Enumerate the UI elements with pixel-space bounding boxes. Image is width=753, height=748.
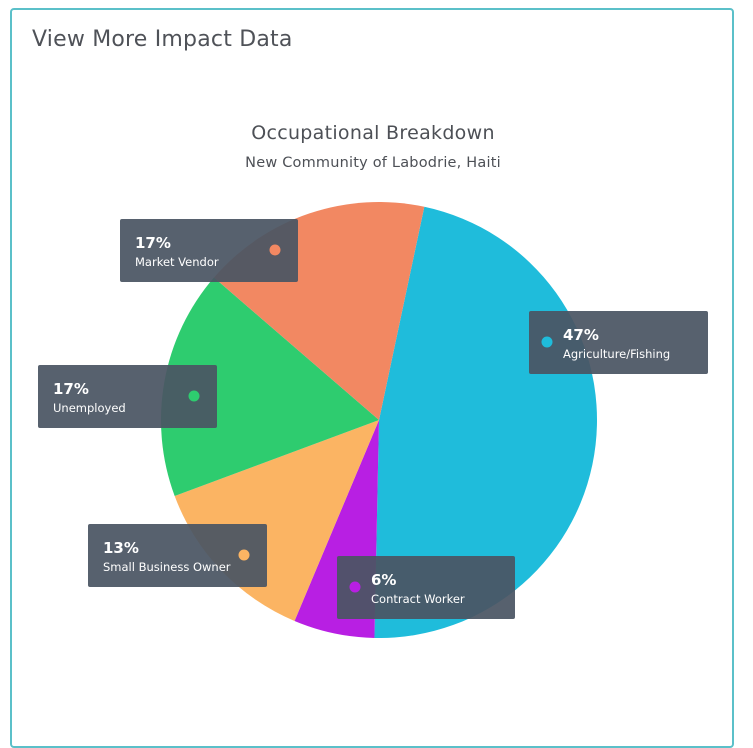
callout-box xyxy=(38,365,217,428)
slice-percent: 13% xyxy=(103,539,139,557)
callout-agriculture-fishing[interactable]: 47% Agriculture/Fishing xyxy=(529,311,708,374)
legend-dot-icon xyxy=(269,244,281,256)
slice-name: Agriculture/Fishing xyxy=(563,347,670,361)
slice-name: Small Business Owner xyxy=(103,560,231,574)
callout-box xyxy=(337,556,515,619)
chart-subtitle: New Community of Labodrie, Haiti xyxy=(245,155,501,171)
legend-dot-icon xyxy=(541,336,553,348)
chart-title: Occupational Breakdown xyxy=(251,122,495,144)
slice-name: Market Vendor xyxy=(135,255,219,269)
callout-contract-worker[interactable]: 6% Contract Worker xyxy=(337,556,515,619)
occupational-pie-chart: Occupational Breakdown New Community of … xyxy=(38,122,708,638)
callout-small-business-owner[interactable]: 13% Small Business Owner xyxy=(88,524,267,587)
slice-percent: 17% xyxy=(53,380,89,398)
slice-percent: 6% xyxy=(371,571,396,589)
slice-labels: 47% Agriculture/Fishing 6% Contract Worker 1… xyxy=(38,219,708,619)
slice-name: Contract Worker xyxy=(371,592,465,606)
callout-market-vendor[interactable]: 17% Market Vendor xyxy=(120,219,298,282)
callout-box xyxy=(88,524,267,587)
legend-dot-icon xyxy=(238,549,250,561)
slice-percent: 17% xyxy=(135,234,171,252)
slice-percent: 47% xyxy=(563,326,599,344)
callout-box xyxy=(529,311,708,374)
callout-unemployed[interactable]: 17% Unemployed xyxy=(38,365,217,428)
pie-slice-unemployed[interactable] xyxy=(160,277,379,496)
slice-name: Unemployed xyxy=(53,401,126,415)
legend-dot-icon xyxy=(188,390,200,402)
legend-dot-icon xyxy=(349,581,361,593)
card-title[interactable]: View More Impact Data xyxy=(32,27,293,52)
callout-box xyxy=(120,219,298,282)
